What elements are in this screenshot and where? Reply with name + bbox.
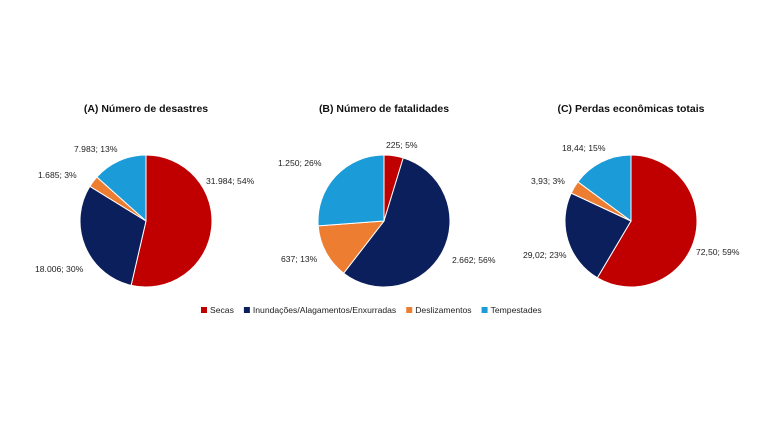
pie-slice-tempestades — [96, 154, 147, 223]
data-label-tempestades: 18,44; 15% — [562, 143, 606, 153]
pie-slice-secas — [130, 154, 213, 288]
pie-slice-tempestades — [577, 154, 632, 222]
chart-title: (B) Número de fatalidades — [319, 103, 449, 115]
legend-swatch — [481, 307, 488, 313]
pie-chart-1: (A) Número de desastres 31.984; 54% 18.006… — [35, 103, 255, 288]
legend: Secas Inundações/Alagamentos/Enxurradas De… — [201, 305, 542, 315]
chart-title: (A) Número de desastres — [84, 103, 208, 115]
data-label-tempestades: 1.250; 26% — [278, 158, 322, 168]
pie-slice-deslizamentos — [317, 220, 386, 274]
legend-label: Inundações/Alagamentos/Enxurradas — [253, 305, 396, 315]
data-label-secas: 31.984; 54% — [206, 176, 255, 186]
pie-slice-inundacoes-alagamentos-enxurradas — [342, 157, 451, 288]
data-label-deslizamentos: 1.685; 3% — [38, 170, 77, 180]
pie-slice-tempestades — [317, 154, 385, 227]
data-label-inundacoes-alagamentos-enxurradas: 29,02; 23% — [523, 250, 567, 260]
legend-label: Secas — [210, 305, 234, 315]
legend-swatch — [201, 307, 207, 313]
legend-label: Deslizamentos — [415, 305, 471, 315]
data-label-inundacoes-alagamentos-enxurradas: 2.662; 56% — [452, 255, 496, 265]
pie-slice-secas — [596, 154, 698, 288]
chart-title: (C) Perdas econômicas totais — [557, 103, 704, 115]
legend-item-secas: Secas — [201, 305, 234, 315]
legend-item-inundacoes-alagamentos-enxurradas: Inundações/Alagamentos/Enxurradas — [243, 305, 396, 315]
legend-item-tempestades: Tempestades — [481, 305, 542, 315]
legend-swatch — [406, 307, 413, 313]
pie-chart-2: (B) Número de fatalidades 225; 5% 2.662; 5… — [278, 103, 496, 288]
data-label-secas: 72,50; 59% — [696, 247, 740, 257]
pie-slice-inundacoes-alagamentos-enxurradas — [564, 192, 632, 279]
data-label-deslizamentos: 637; 13% — [281, 254, 318, 264]
legend-swatch — [243, 307, 250, 313]
data-label-tempestades: 7.983; 13% — [74, 144, 118, 154]
pie-chart-3: (C) Perdas econômicas totais 72,50; 59% 29… — [523, 103, 740, 288]
data-label-deslizamentos: 3,93; 3% — [531, 176, 565, 186]
legend-item-deslizamentos: Deslizamentos — [406, 305, 472, 315]
legend-label: Tempestades — [491, 305, 542, 315]
data-label-inundacoes-alagamentos-enxurradas: 18.006; 30% — [35, 264, 84, 274]
data-label-secas: 225; 5% — [386, 140, 418, 150]
